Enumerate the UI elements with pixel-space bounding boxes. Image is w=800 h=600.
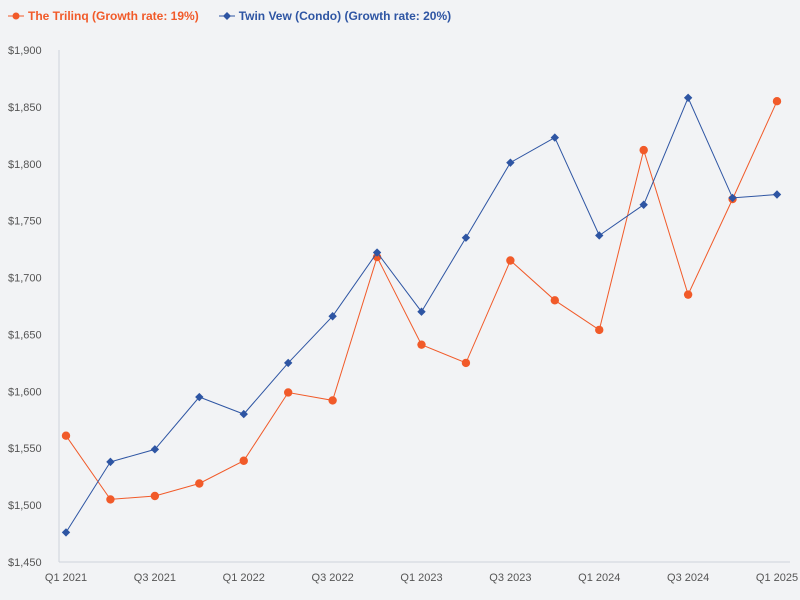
- legend-label-the-trilinq: The Trilinq (Growth rate: 19%): [28, 9, 199, 23]
- data-point: [195, 392, 204, 402]
- series-1: [61, 93, 782, 537]
- legend: The Trilinq (Growth rate: 19%) Twin Vew …: [8, 9, 471, 23]
- legend-item-twin-vew[interactable]: Twin Vew (Condo) (Growth rate: 20%): [218, 9, 452, 23]
- data-point: [195, 479, 204, 488]
- x-tick-label: Q1 2021: [45, 572, 87, 584]
- data-point: [150, 445, 160, 454]
- data-point: [417, 340, 426, 349]
- data-point: [639, 145, 648, 155]
- data-point: [506, 256, 515, 265]
- x-tick-label: Q1 2022: [223, 572, 265, 584]
- legend-label-twin-vew: Twin Vew (Condo) (Growth rate: 20%): [238, 9, 452, 23]
- x-tick-label: Q3 2024: [667, 572, 709, 584]
- x-tick-label: Q3 2021: [134, 572, 176, 584]
- data-point: [683, 93, 693, 102]
- data-point: [372, 248, 382, 257]
- data-point: [683, 290, 693, 299]
- data-point: [328, 396, 337, 405]
- data-point: [61, 431, 71, 440]
- series-0: [61, 97, 782, 504]
- data-point: [506, 158, 515, 167]
- data-point: [328, 312, 337, 321]
- data-point: [106, 495, 115, 504]
- y-tick-label: $1,750: [8, 216, 42, 228]
- data-point: [283, 358, 293, 368]
- data-point: [550, 133, 560, 142]
- data-point: [772, 97, 782, 106]
- data-point: [239, 456, 248, 465]
- y-tick-label: $1,600: [8, 386, 42, 398]
- y-tick-label: $1,650: [8, 329, 42, 341]
- x-tick-label: Q1 2024: [578, 572, 620, 584]
- legend-item-the-trilinq[interactable]: The Trilinq (Growth rate: 19%): [8, 9, 199, 23]
- series-line-0: [65, 100, 778, 500]
- y-tick-label: $1,900: [8, 45, 42, 57]
- data-point: [639, 200, 648, 209]
- y-tick-label: $1,500: [8, 500, 42, 512]
- x-tick-label: Q1 2025: [756, 572, 798, 584]
- x-tick-label: Q3 2022: [312, 572, 354, 584]
- x-tick-label: Q1 2023: [400, 572, 442, 584]
- data-point: [595, 325, 604, 335]
- data-point: [461, 358, 471, 368]
- y-tick-label: $1,550: [8, 443, 42, 455]
- data-point: [150, 491, 160, 501]
- y-tick-label: $1,800: [8, 159, 42, 171]
- legend-marker-circle-icon: [8, 12, 24, 20]
- data-point: [106, 457, 115, 467]
- data-point: [61, 528, 71, 537]
- data-point: [283, 388, 293, 397]
- data-point: [772, 190, 782, 199]
- y-tick-label: $1,450: [8, 557, 42, 569]
- y-tick-label: $1,850: [8, 102, 42, 114]
- data-point: [239, 409, 248, 419]
- data-point: [728, 193, 737, 203]
- x-tick-label: Q3 2023: [489, 572, 531, 584]
- legend-marker-diamond-icon: [218, 12, 235, 20]
- data-point: [417, 307, 426, 316]
- data-point: [461, 233, 471, 242]
- data-point: [595, 231, 604, 240]
- data-point: [550, 296, 560, 305]
- y-tick-label: $1,700: [8, 273, 42, 285]
